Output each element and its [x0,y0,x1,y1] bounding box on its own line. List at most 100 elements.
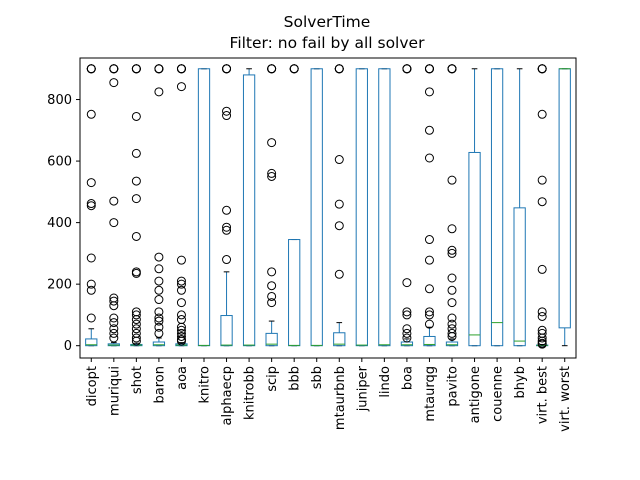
flier-point [447,313,457,323]
flier-point [537,339,547,349]
box-iqr [355,68,368,347]
flier-point [131,64,141,74]
flier-point [267,298,277,308]
flier-point [176,255,186,265]
x-tick-label: virt. best [536,366,551,424]
flier-point [86,279,96,289]
flier-point [86,199,96,209]
x-tick-label: aoa [175,366,190,390]
flier-point [176,64,186,74]
box-scip [265,64,278,347]
flier-point [402,310,412,320]
box-couenne [490,68,504,347]
flier-point [424,310,434,320]
flier-point [267,267,277,277]
flier-point [109,301,119,311]
flier-point [447,175,457,185]
box-dicopt [85,64,98,347]
box-iqr [558,68,571,329]
flier-point [334,64,344,74]
flier-point [289,64,299,74]
flier-point [222,225,232,235]
box-iqr [513,207,526,347]
x-tick-label: juniper [355,365,370,412]
flier-point [267,291,277,301]
chart-subtitle: Filter: no fail by all solver [230,34,426,52]
flier-point [447,224,457,234]
flier-point [537,109,547,119]
box-boa [400,64,414,347]
flier-point [109,333,119,343]
flier-point [447,245,457,255]
flier-point [447,324,457,334]
y-tick-label: 0 [64,339,72,354]
flier-point [447,273,457,283]
flier-point [402,307,412,317]
box-knitrobb [242,68,256,347]
flier-point [131,231,141,241]
flier-point [402,278,412,288]
box-bbb [288,64,301,347]
flier-point [176,285,186,295]
box-iqr [445,341,459,347]
flier-point [109,324,119,334]
flier-point [424,284,434,294]
flier-point [176,310,186,320]
flier-point [154,313,164,323]
flier-point [86,64,96,74]
flier-point [109,318,119,328]
flier-point [176,331,186,341]
flier-point [86,285,96,295]
flier-point [176,322,186,332]
flier-point [267,281,277,291]
x-tick-label: muriqui [107,366,122,416]
x-tick-label: bhyb [513,366,528,398]
flier-point [424,64,434,74]
flier-point [176,298,186,308]
flier-point [424,87,434,97]
flier-point [131,333,141,343]
flier-point [131,194,141,204]
box-aoa [175,64,188,347]
flier-point [131,328,141,338]
flier-point [154,285,164,295]
box-iqr [265,332,278,347]
box-shot [130,64,143,347]
flier-point [86,178,96,188]
x-tick-label: virt. worst [558,366,573,432]
flier-point [131,336,141,346]
flier-point [222,222,232,232]
x-tick-label: bbb [288,366,303,391]
flier-point [267,64,277,74]
flier-point [176,82,186,92]
flier-point [424,307,434,317]
box-pavito [445,64,459,347]
flier-point [131,310,141,320]
flier-point [176,336,186,346]
flier-point [447,331,457,341]
flier-point [402,333,412,343]
x-tick-label: mtaurbnb [333,366,348,430]
flier-point [131,315,141,325]
box-virt-best [536,64,549,349]
x-tick-label: scip [265,366,280,392]
flier-point [131,111,141,121]
flier-point [154,322,164,332]
x-tick-label: sbb [310,366,325,389]
flier-point [267,168,277,178]
flier-point [109,296,119,306]
box-virt-worst [558,68,571,347]
flier-point [267,171,277,181]
box-iqr [220,315,233,347]
box-iqr [378,68,391,347]
flier-point [424,125,434,135]
flier-point [131,176,141,186]
flier-point [154,87,164,97]
flier-point [267,138,277,148]
flier-point [109,64,119,74]
box-iqr [310,68,323,347]
x-tick-label: boa [400,366,415,390]
box-iqr [468,151,481,347]
box-iqr [333,332,346,347]
flier-point [424,319,434,329]
